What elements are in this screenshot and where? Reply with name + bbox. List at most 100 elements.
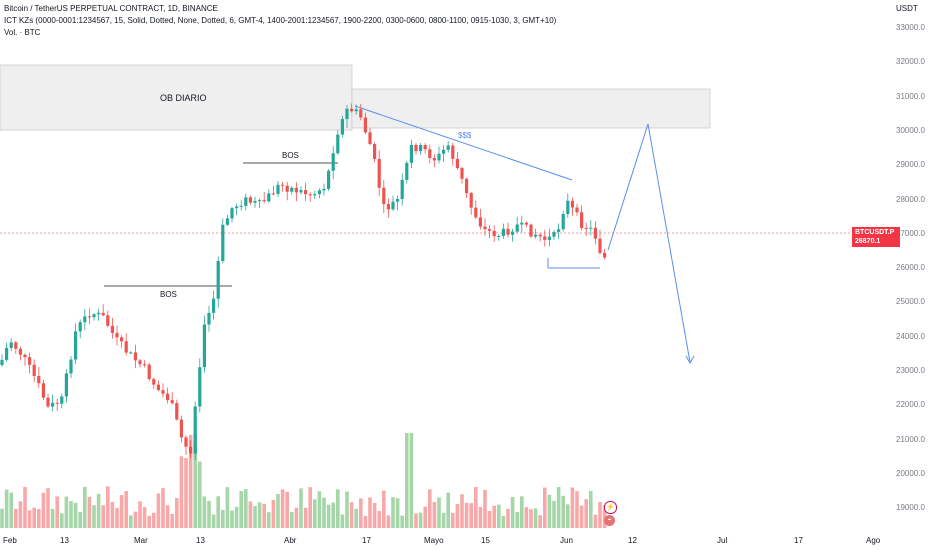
candle-body (382, 187, 386, 205)
candle-body (327, 170, 331, 189)
volume-bar (303, 507, 308, 528)
volume-bar (400, 515, 404, 528)
volume-bar (27, 510, 32, 528)
liquidity-label: $$$ (458, 131, 472, 140)
candle-body (359, 109, 363, 118)
volume-bar (170, 513, 174, 528)
candle-body (396, 198, 400, 202)
candle-body (175, 403, 179, 420)
candle-body (129, 352, 133, 354)
candle-body (78, 322, 82, 332)
candle-body (340, 119, 344, 135)
volume-bar (161, 488, 165, 528)
candle-body (570, 200, 574, 208)
candle-body (285, 185, 289, 192)
candle-body (497, 235, 501, 237)
volume-bar (276, 494, 280, 528)
volume-bar (414, 513, 418, 528)
time-tick-label: Mayo (424, 536, 444, 545)
volume-bar (561, 495, 565, 528)
volume-bar (474, 487, 478, 528)
volume-legend[interactable]: Vol. · BTC (4, 28, 41, 37)
candle-body (230, 208, 234, 219)
volume-bar (331, 502, 335, 528)
indicator-legend[interactable]: ICT KZs (0000-0001:1234567, 15, Solid, D… (4, 16, 557, 25)
candle-body (501, 228, 505, 236)
bos-label-2: BOS (282, 151, 299, 160)
volume-bar (483, 489, 487, 528)
volume-bar (257, 502, 262, 528)
volume-bar (9, 492, 13, 528)
candle-body (331, 153, 335, 171)
candle-body (179, 419, 183, 438)
candle-body (248, 197, 252, 203)
volume-bar (579, 505, 584, 528)
candle-body (538, 234, 542, 237)
volume-bar (294, 507, 299, 528)
volume-bar (69, 501, 73, 528)
volume-bar (216, 496, 220, 528)
candle-body (598, 238, 602, 253)
candle-body (354, 109, 358, 112)
candle-body (368, 132, 372, 145)
candle-body (69, 359, 73, 374)
volume-bar (248, 501, 253, 528)
time-tick-label: Jun (560, 536, 573, 545)
candle-body (492, 230, 496, 237)
candle-body (189, 446, 193, 454)
volume-bar (570, 487, 575, 528)
volume-bar (32, 507, 36, 528)
volume-bar (115, 508, 119, 528)
candle-body (244, 197, 248, 206)
volume-bar (363, 515, 368, 528)
volume-bar (50, 508, 55, 528)
candle-body (313, 194, 317, 196)
volume-bar (382, 490, 386, 528)
volume-bar (83, 486, 87, 528)
candle-body (547, 236, 551, 240)
lightning-icon[interactable]: ⚡ (604, 501, 617, 514)
candle-body (520, 222, 524, 225)
volume-bar (460, 494, 464, 528)
volume-bar (133, 511, 138, 528)
time-tick-label: 13 (60, 536, 69, 545)
candle-body (308, 194, 312, 196)
volume-bar (23, 486, 27, 528)
volume-bar (253, 506, 257, 528)
flag-icon[interactable]: ◓ (604, 515, 615, 526)
volume-bar (147, 515, 151, 528)
candle-body (101, 312, 105, 316)
candle-body (469, 192, 473, 208)
candle-body (207, 312, 211, 325)
volume-bar (510, 496, 515, 528)
volume-bar (175, 497, 179, 528)
price-tick-label: 25000.0 (896, 297, 925, 307)
candle-body (156, 384, 160, 391)
volume-bar (386, 515, 391, 528)
candle-body (451, 145, 455, 159)
volume-bar (345, 491, 349, 528)
price-tick-label: 21000.0 (896, 434, 925, 444)
volume-bar (211, 514, 216, 528)
candle-body (184, 437, 188, 447)
candle-body (74, 331, 78, 360)
volume-bar (101, 505, 105, 528)
price-tick-label: 24000.0 (896, 331, 925, 341)
candle-body (212, 298, 216, 313)
candle-body (18, 348, 22, 355)
chart-title: Bitcoin / TetherUS PERPETUAL CONTRACT, 1… (4, 4, 218, 13)
price-tick-label: 31000.0 (896, 91, 925, 101)
volume-bar (556, 486, 561, 528)
volume-bar (239, 491, 243, 528)
candle-body (566, 200, 570, 215)
volume-bar (547, 494, 552, 528)
volume-bar (207, 500, 211, 528)
volume-bar (340, 514, 345, 528)
volume-bar (418, 512, 423, 528)
volume-bar (593, 514, 598, 528)
candle-body (23, 354, 27, 358)
volume-bar (37, 509, 41, 528)
volume-bar (501, 515, 506, 528)
